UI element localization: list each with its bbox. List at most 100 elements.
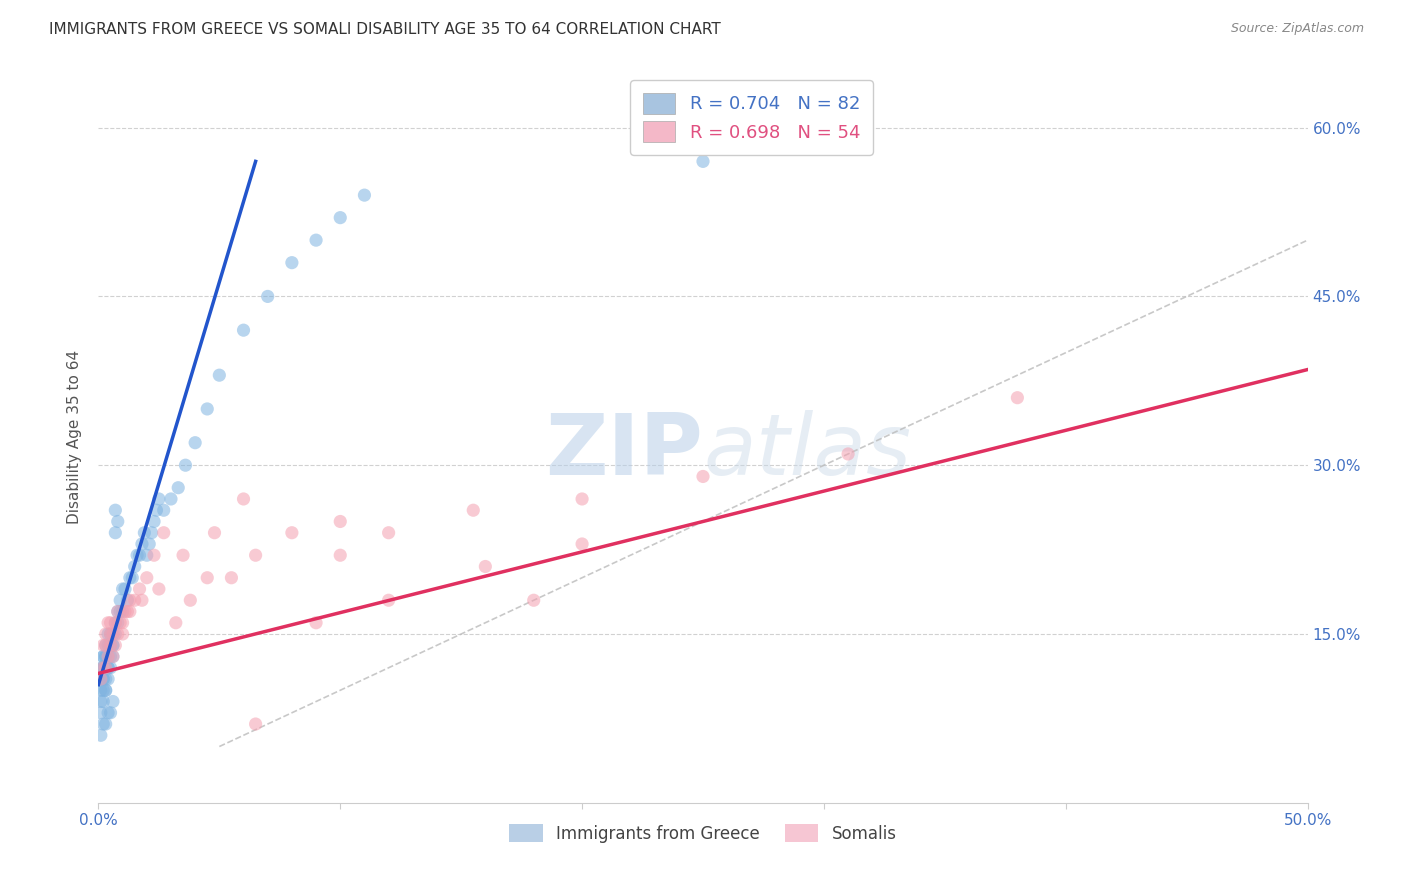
Point bbox=[97, 649, 120, 664]
Point bbox=[108, 593, 131, 607]
Point bbox=[329, 548, 352, 562]
Point bbox=[128, 582, 150, 596]
Point bbox=[281, 525, 304, 540]
Point bbox=[100, 627, 122, 641]
Point bbox=[107, 515, 129, 529]
Point bbox=[204, 525, 226, 540]
Point bbox=[100, 638, 122, 652]
Point bbox=[104, 503, 127, 517]
Point bbox=[97, 627, 120, 641]
Point bbox=[91, 683, 114, 698]
Point bbox=[179, 593, 201, 607]
Point bbox=[111, 582, 134, 596]
Point bbox=[104, 525, 127, 540]
Point bbox=[97, 615, 120, 630]
Point bbox=[91, 649, 114, 664]
Point bbox=[208, 368, 231, 383]
Point bbox=[692, 154, 714, 169]
Point bbox=[141, 525, 163, 540]
Y-axis label: Disability Age 35 to 64: Disability Age 35 to 64 bbox=[67, 350, 83, 524]
Point bbox=[107, 605, 129, 619]
Point bbox=[111, 627, 134, 641]
Point bbox=[94, 627, 117, 641]
Point bbox=[571, 537, 593, 551]
Point bbox=[91, 672, 114, 686]
Point bbox=[184, 435, 207, 450]
Point bbox=[108, 615, 131, 630]
Point bbox=[94, 638, 117, 652]
Point bbox=[131, 593, 153, 607]
Point bbox=[377, 593, 399, 607]
Point bbox=[90, 672, 112, 686]
Point bbox=[94, 661, 117, 675]
Point bbox=[100, 661, 122, 675]
Point bbox=[128, 548, 150, 562]
Point bbox=[148, 582, 170, 596]
Point bbox=[91, 672, 114, 686]
Point bbox=[127, 548, 149, 562]
Point bbox=[91, 649, 114, 664]
Point bbox=[104, 615, 127, 630]
Point bbox=[100, 627, 122, 641]
Point bbox=[256, 289, 278, 303]
Point bbox=[107, 627, 129, 641]
Text: IMMIGRANTS FROM GREECE VS SOMALI DISABILITY AGE 35 TO 64 CORRELATION CHART: IMMIGRANTS FROM GREECE VS SOMALI DISABIL… bbox=[49, 22, 721, 37]
Point bbox=[145, 503, 167, 517]
Point bbox=[195, 571, 218, 585]
Point bbox=[118, 605, 141, 619]
Point bbox=[165, 615, 187, 630]
Point bbox=[91, 694, 114, 708]
Point bbox=[172, 548, 194, 562]
Point bbox=[152, 525, 174, 540]
Point bbox=[91, 717, 114, 731]
Point bbox=[692, 469, 714, 483]
Point bbox=[94, 649, 117, 664]
Point bbox=[474, 559, 496, 574]
Point bbox=[195, 401, 218, 416]
Point bbox=[97, 661, 120, 675]
Point bbox=[121, 571, 143, 585]
Point bbox=[90, 694, 112, 708]
Point bbox=[245, 548, 267, 562]
Point bbox=[91, 661, 114, 675]
Point bbox=[305, 233, 328, 247]
Point bbox=[152, 503, 174, 517]
Point bbox=[94, 717, 117, 731]
Point bbox=[111, 615, 134, 630]
Point bbox=[107, 615, 129, 630]
Point bbox=[100, 706, 122, 720]
Point bbox=[114, 582, 136, 596]
Point bbox=[101, 649, 124, 664]
Point bbox=[104, 627, 127, 641]
Point bbox=[100, 638, 122, 652]
Point bbox=[135, 548, 157, 562]
Point bbox=[97, 649, 120, 664]
Point bbox=[97, 638, 120, 652]
Point bbox=[101, 638, 124, 652]
Point bbox=[377, 525, 399, 540]
Point bbox=[353, 188, 375, 202]
Point bbox=[104, 615, 127, 630]
Text: ZIP: ZIP bbox=[546, 410, 703, 493]
Point bbox=[281, 255, 304, 269]
Point bbox=[117, 593, 139, 607]
Point bbox=[135, 571, 157, 585]
Point bbox=[138, 537, 160, 551]
Point bbox=[100, 615, 122, 630]
Point bbox=[94, 649, 117, 664]
Point bbox=[100, 638, 122, 652]
Point bbox=[131, 537, 153, 551]
Point bbox=[118, 571, 141, 585]
Point bbox=[101, 649, 124, 664]
Point bbox=[97, 661, 120, 675]
Point bbox=[571, 491, 593, 506]
Point bbox=[221, 571, 243, 585]
Point bbox=[94, 672, 117, 686]
Point bbox=[101, 694, 124, 708]
Text: atlas: atlas bbox=[703, 410, 911, 493]
Point bbox=[94, 661, 117, 675]
Point bbox=[90, 728, 112, 742]
Point bbox=[114, 605, 136, 619]
Point bbox=[167, 481, 190, 495]
Point bbox=[104, 638, 127, 652]
